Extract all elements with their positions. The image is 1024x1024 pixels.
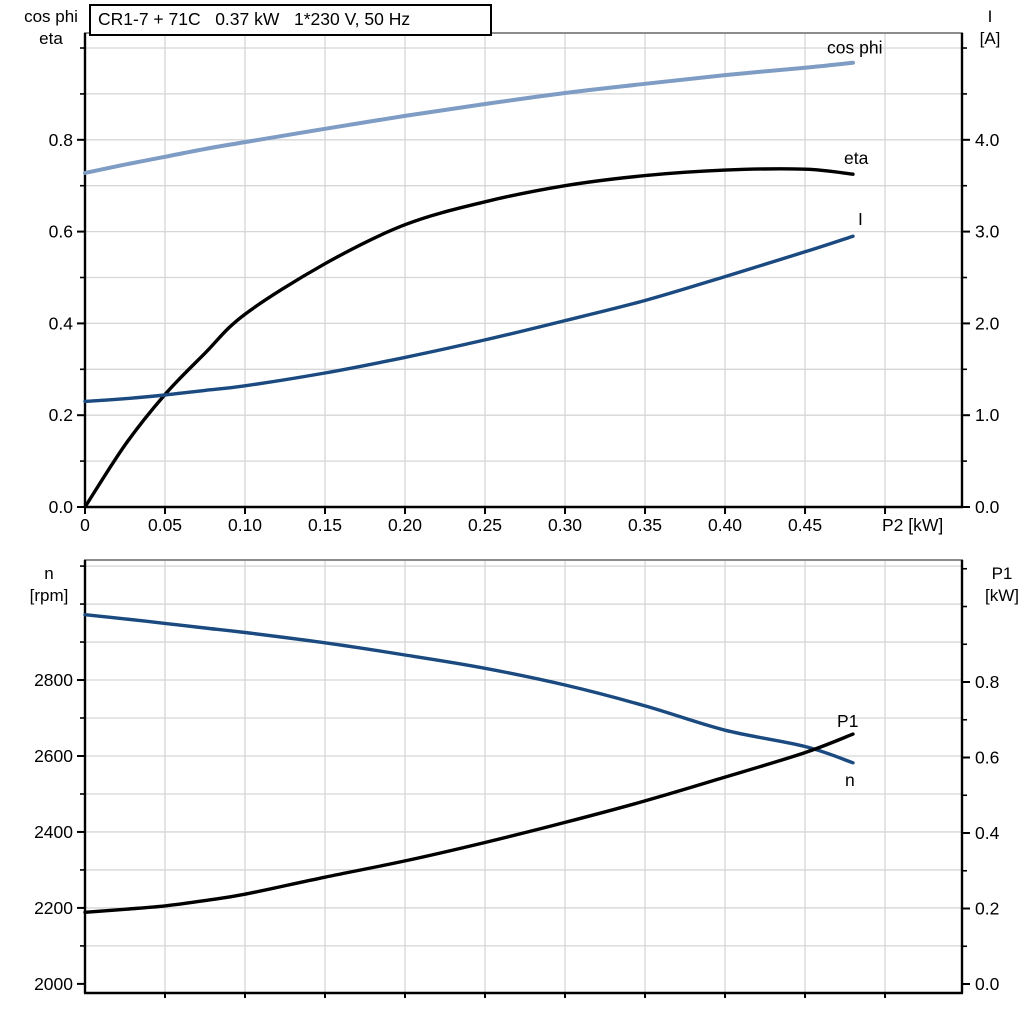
bottom-left-axis-title: n [rpm] <box>8 563 90 607</box>
left-tick-label: 2200 <box>34 898 73 918</box>
x-tick-label: 0.20 <box>388 515 422 535</box>
curve-label-I: I <box>858 209 863 229</box>
current-axis-label: I <box>987 7 993 26</box>
x-axis-label: P2 [kW] <box>882 515 943 535</box>
speed-unit-label: [rpm] <box>29 586 69 605</box>
chart-title: CR1-7 + 71C 0.37 kW 1*230 V, 50 Hz <box>89 4 492 36</box>
left-tick-label: 0.6 <box>49 222 73 242</box>
top-left-axis-title: cos phi eta <box>10 6 92 50</box>
right-tick-label: 0.6 <box>975 748 999 768</box>
right-tick-label: 2.0 <box>975 313 1000 333</box>
right-tick-label: 0.0 <box>975 497 1000 517</box>
cos-phi-axis-label: cos phi <box>24 7 78 26</box>
curve-label-eta: eta <box>844 148 869 168</box>
p1-axis-label: P1 <box>991 564 1013 583</box>
curve-label-cos-phi: cos phi <box>827 38 882 58</box>
x-tick-label: 0.05 <box>148 515 182 535</box>
right-tick-label: 1.0 <box>975 405 1000 425</box>
x-tick-label: 0.30 <box>548 515 582 535</box>
x-tick-label: 0.10 <box>228 515 262 535</box>
left-tick-label: 0.0 <box>49 497 74 517</box>
x-tick-label: 0.35 <box>628 515 662 535</box>
top-right-axis-title: I [A] <box>962 6 1018 50</box>
curve-cos-phi <box>83 60 855 175</box>
bottom-right-axis-title: P1 [kW] <box>978 563 1024 607</box>
x-tick-label: 0.45 <box>788 515 822 535</box>
current-unit-label: [A] <box>979 29 1001 48</box>
x-tick-label: 0.40 <box>708 515 742 535</box>
curve-I <box>83 234 855 404</box>
left-tick-label: 0.8 <box>49 130 73 150</box>
curve-label-n: n <box>845 770 855 790</box>
speed-axis-label: n <box>44 564 54 583</box>
right-tick-label: 4.0 <box>975 130 1000 150</box>
left-tick-label: 2600 <box>34 746 73 766</box>
x-tick-label: 0.25 <box>468 515 502 535</box>
left-tick-label: 0.2 <box>49 405 73 425</box>
x-tick-label: 0 <box>80 515 90 535</box>
left-tick-label: 2800 <box>34 670 73 690</box>
curve-n <box>83 613 855 765</box>
right-tick-label: 0.2 <box>975 899 999 919</box>
left-tick-label: 2400 <box>34 822 73 842</box>
right-tick-label: 0.8 <box>975 672 999 692</box>
left-tick-label: 0.4 <box>49 313 74 333</box>
p1-unit-label: [kW] <box>985 586 1019 605</box>
right-tick-label: 0.0 <box>975 974 1000 994</box>
eta-axis-label: eta <box>39 29 63 48</box>
right-tick-label: 0.4 <box>975 823 1000 843</box>
curve-label-P1: P1 <box>837 711 858 731</box>
curve-eta <box>83 167 855 509</box>
curve-P1 <box>83 732 855 914</box>
x-tick-label: 0.15 <box>308 515 342 535</box>
left-tick-label: 2000 <box>34 974 73 994</box>
right-tick-label: 3.0 <box>975 222 1000 242</box>
